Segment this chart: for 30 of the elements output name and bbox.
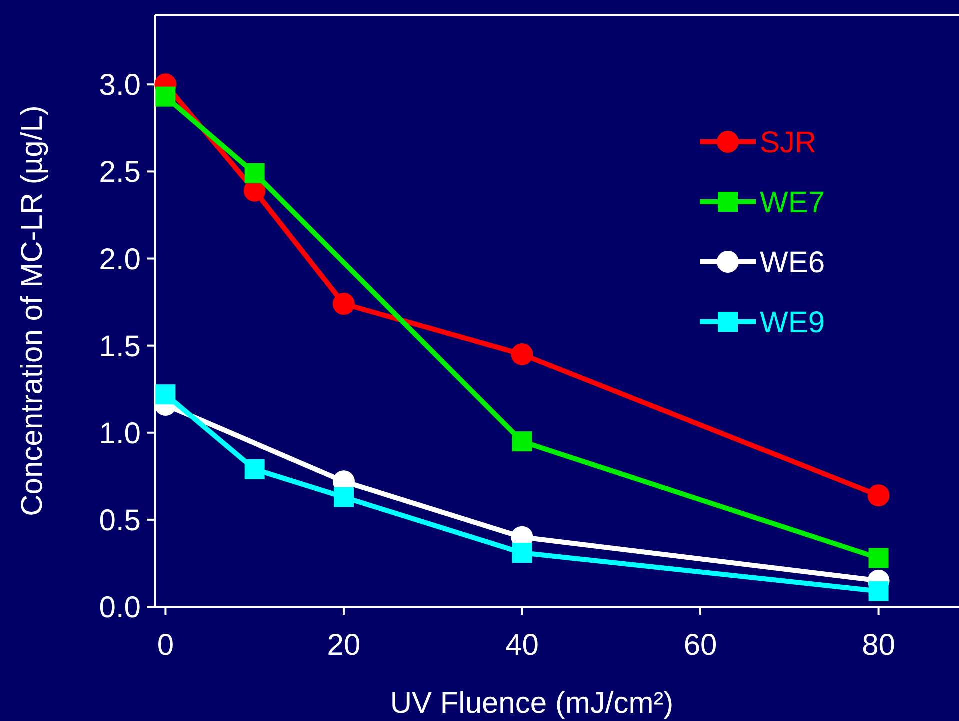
x-tick-label: 0 (157, 629, 174, 662)
legend-label: SJR (760, 126, 817, 160)
point (156, 384, 176, 405)
legend-label: WE9 (760, 306, 826, 340)
text: 0.0 (99, 592, 141, 624)
point (156, 86, 176, 107)
legend-label: WE7 (760, 186, 826, 220)
legend-label: WE6 (760, 246, 826, 280)
point (512, 432, 532, 452)
point (868, 548, 889, 568)
y-tick-label: 1.5 (99, 330, 141, 364)
point (332, 293, 355, 316)
point (868, 484, 890, 507)
point (868, 581, 889, 602)
y-tick-label: 0.5 (99, 504, 141, 538)
text: 2.0 (99, 243, 141, 276)
point (512, 543, 532, 564)
text: 3.0 (99, 69, 141, 102)
x-tick-label: 60 (684, 629, 718, 662)
x-axis-title: UV Fluence (mJ/cm²) (390, 687, 674, 720)
text: 1.0 (99, 417, 141, 450)
point (334, 487, 354, 508)
point (244, 459, 265, 480)
point (244, 163, 265, 184)
x-tick-label: 40 (506, 629, 539, 662)
y-axis-title: Concentration of MC-LR (µg/L) (16, 106, 49, 516)
point (511, 344, 534, 366)
y-tick-label: 2.5 (99, 156, 141, 190)
x-tick-label: 80 (862, 629, 896, 662)
x-tick-label: 20 (327, 629, 361, 662)
